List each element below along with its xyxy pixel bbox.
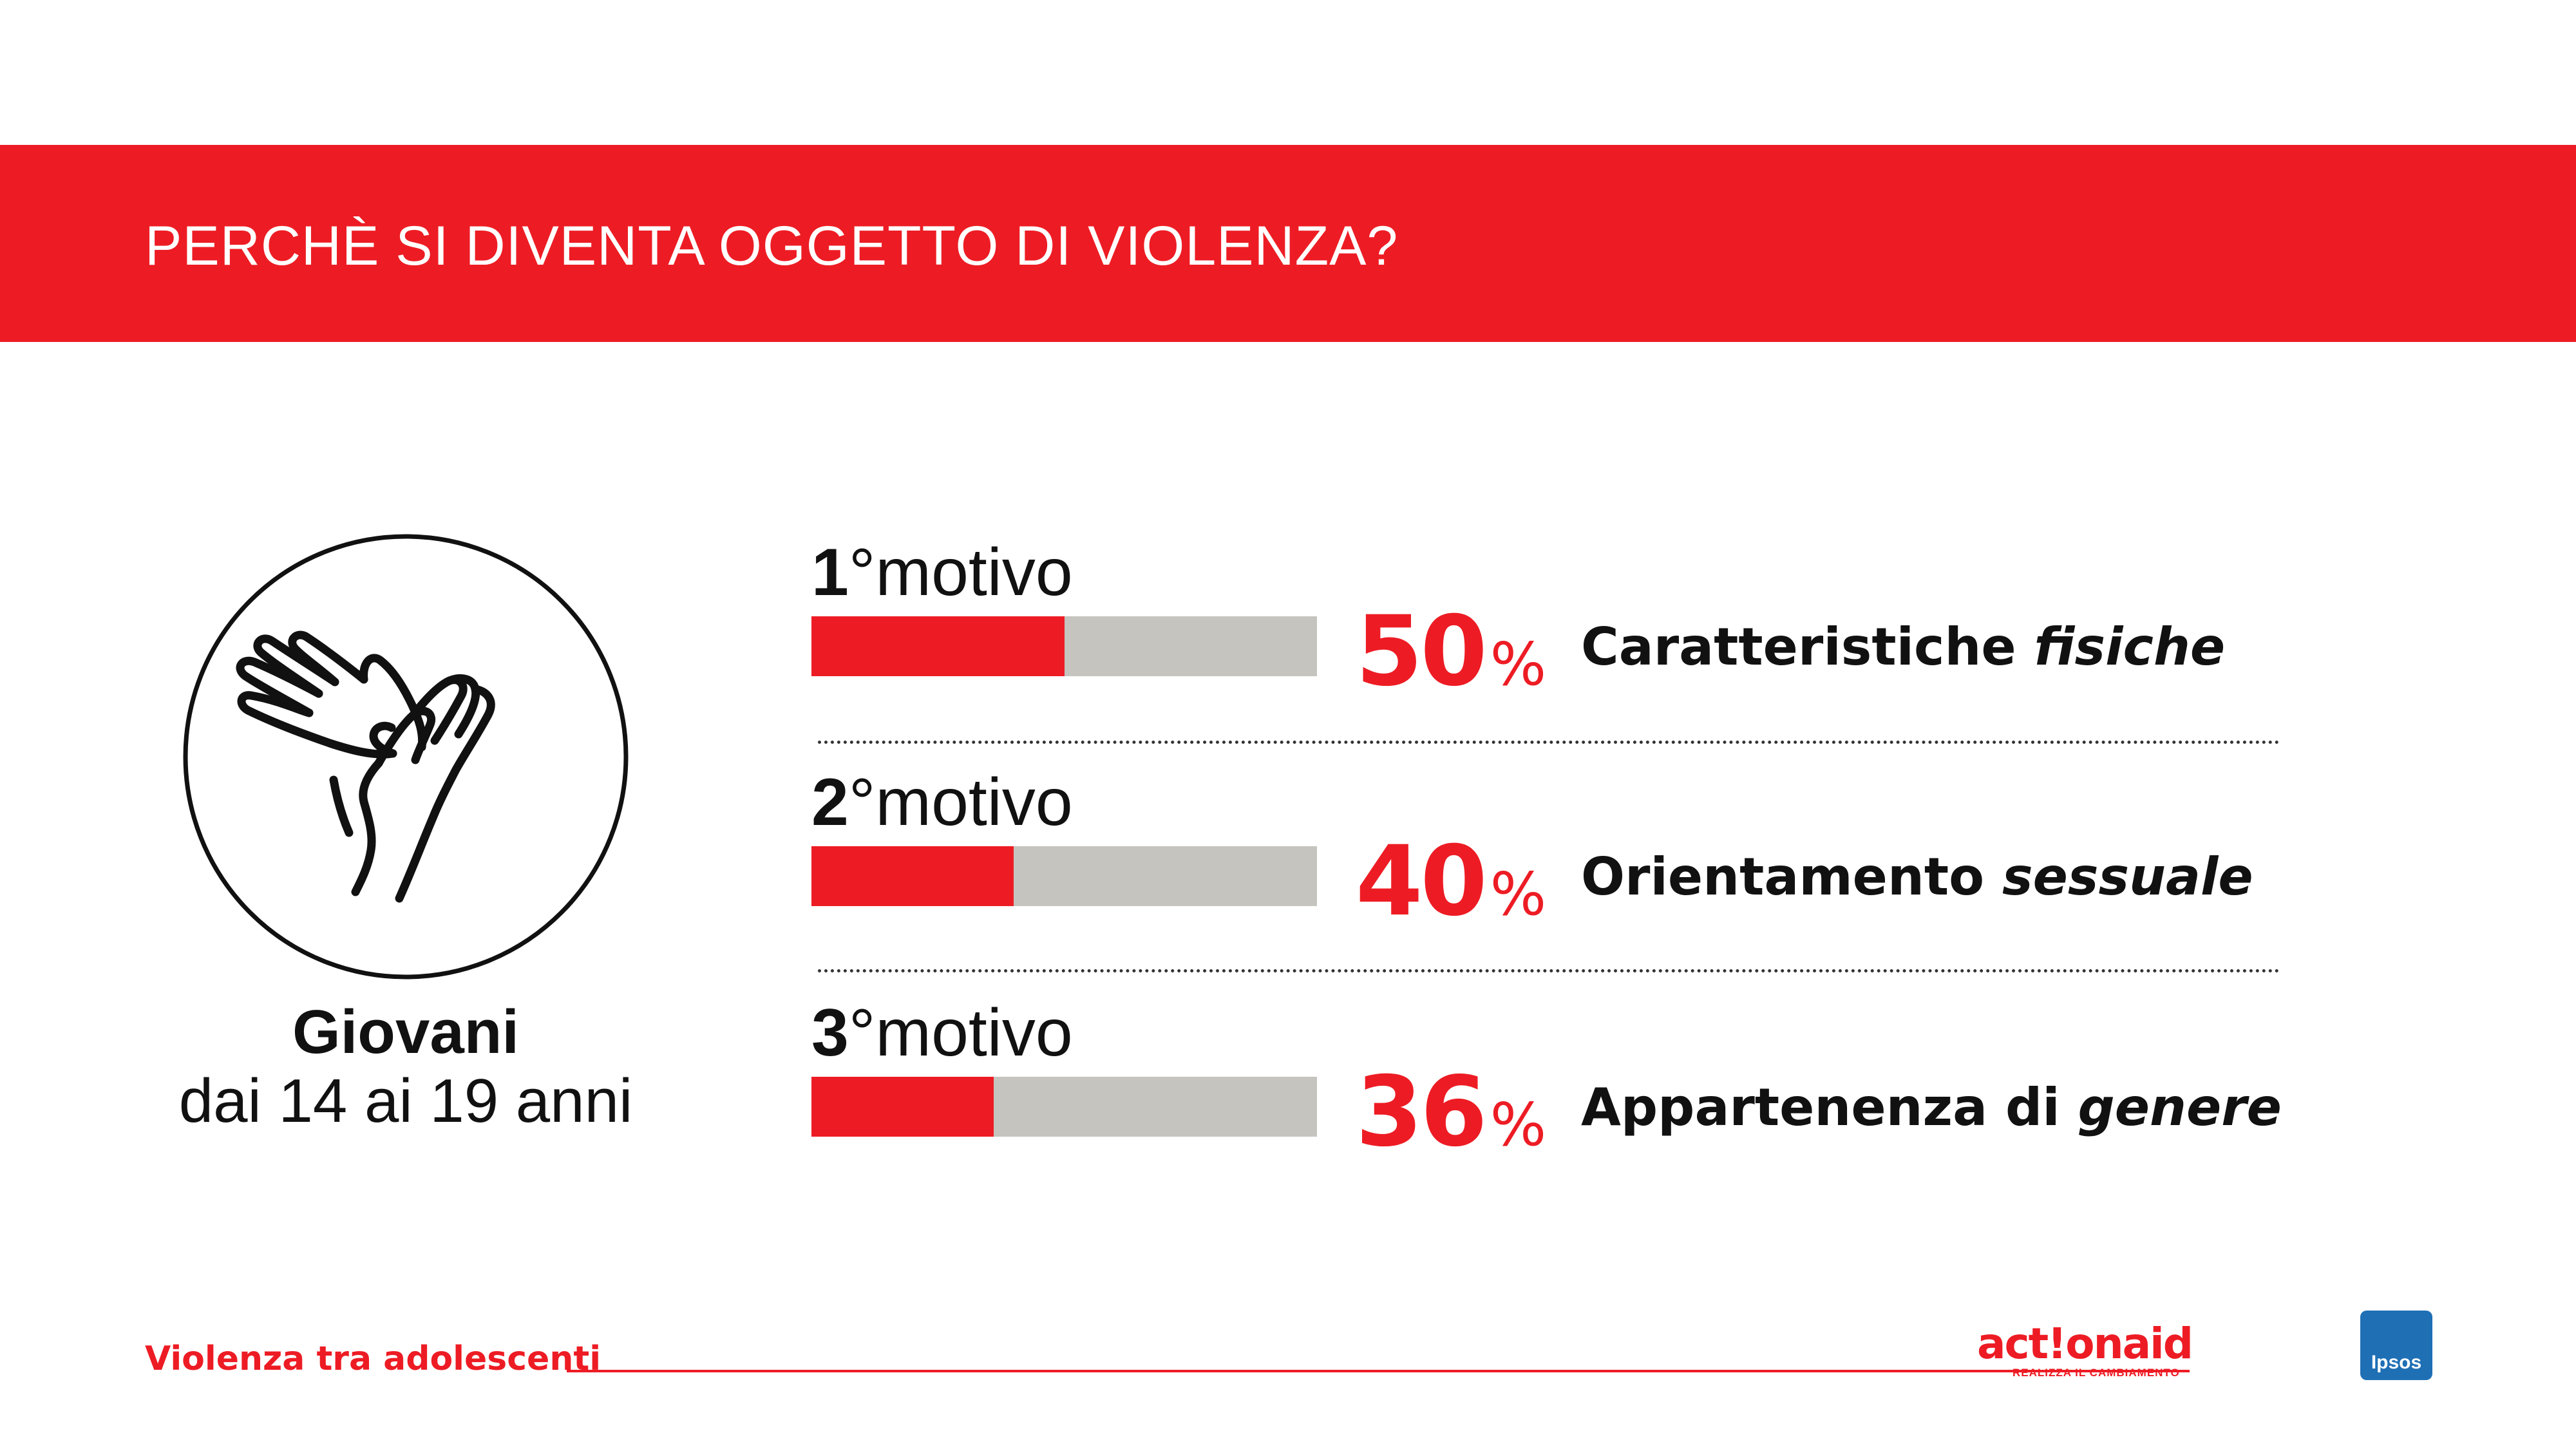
- reason-text: Orientamento: [1581, 847, 2002, 907]
- rank-label: 2°motivo: [811, 764, 1073, 841]
- reason-emphasis: genere: [2078, 1077, 2282, 1137]
- row-separator: [818, 741, 2280, 744]
- bar-fill: [811, 1077, 994, 1137]
- rank-text: °motivo: [848, 996, 1073, 1070]
- rank-number: 1: [811, 535, 849, 610]
- rank-number: 2: [811, 765, 849, 840]
- motivo-row: 2°motivo 40% Orientamento sessuale: [811, 764, 2293, 958]
- percent-number: 40: [1356, 826, 1488, 938]
- ipsos-logo: Ipsos: [2360, 1311, 2432, 1380]
- actionaid-tagline: REALIZZA IL CAMBIAMENTO: [2012, 1367, 2180, 1379]
- percent-symbol: %: [1490, 630, 1547, 699]
- percent-symbol: %: [1490, 860, 1547, 929]
- rank-label: 1°motivo: [811, 535, 1073, 611]
- percent-number: 50: [1356, 596, 1488, 708]
- page-title: PERCHÈ SI DIVENTA OGGETTO DI VIOLENZA?: [145, 215, 1399, 277]
- actionaid-logo: act!onaid: [1977, 1319, 2193, 1368]
- bar-track: [811, 616, 1317, 676]
- reason-emphasis: sessuale: [2002, 847, 2253, 907]
- bar-track: [811, 846, 1317, 906]
- rank-number: 3: [811, 996, 849, 1070]
- hands-icon: [183, 534, 629, 980]
- rank-label: 3°motivo: [811, 995, 1073, 1072]
- percent-value: 50%: [1356, 596, 1546, 708]
- bar-track: [811, 1077, 1317, 1137]
- footer-title: Violenza tra adolescenti: [145, 1340, 601, 1378]
- reason-text: Appartenenza di: [1581, 1077, 2078, 1137]
- motivo-row: 1°motivo 50% Caratteristiche fisiche: [811, 535, 2293, 728]
- rank-text: °motivo: [848, 535, 1073, 610]
- bar-fill: [811, 616, 1065, 676]
- percent-symbol: %: [1490, 1090, 1547, 1159]
- reason-emphasis: fisiche: [2034, 617, 2226, 677]
- bar-fill: [811, 846, 1014, 906]
- percent-number: 36: [1356, 1056, 1488, 1168]
- reason-label: Appartenenza di genere: [1581, 1077, 2282, 1137]
- reason-text: Caratteristiche: [1581, 617, 2034, 677]
- percent-value: 40%: [1356, 826, 1546, 938]
- group-title: Giovani: [292, 998, 520, 1066]
- reason-label: Orientamento sessuale: [1581, 847, 2253, 907]
- motivo-row: 3°motivo 36% Appartenenza di genere: [811, 995, 2293, 1188]
- rank-text: °motivo: [848, 765, 1073, 840]
- footer-divider: [567, 1370, 2190, 1372]
- row-separator: [818, 969, 2280, 972]
- reason-label: Caratteristiche fisiche: [1581, 617, 2225, 677]
- ipsos-logo-text: Ipsos: [2371, 1352, 2422, 1373]
- header-banner: PERCHÈ SI DIVENTA OGGETTO DI VIOLENZA?: [0, 145, 2576, 342]
- percent-value: 36%: [1356, 1056, 1546, 1168]
- group-subtitle: dai 14 ai 19 anni: [178, 1066, 633, 1135]
